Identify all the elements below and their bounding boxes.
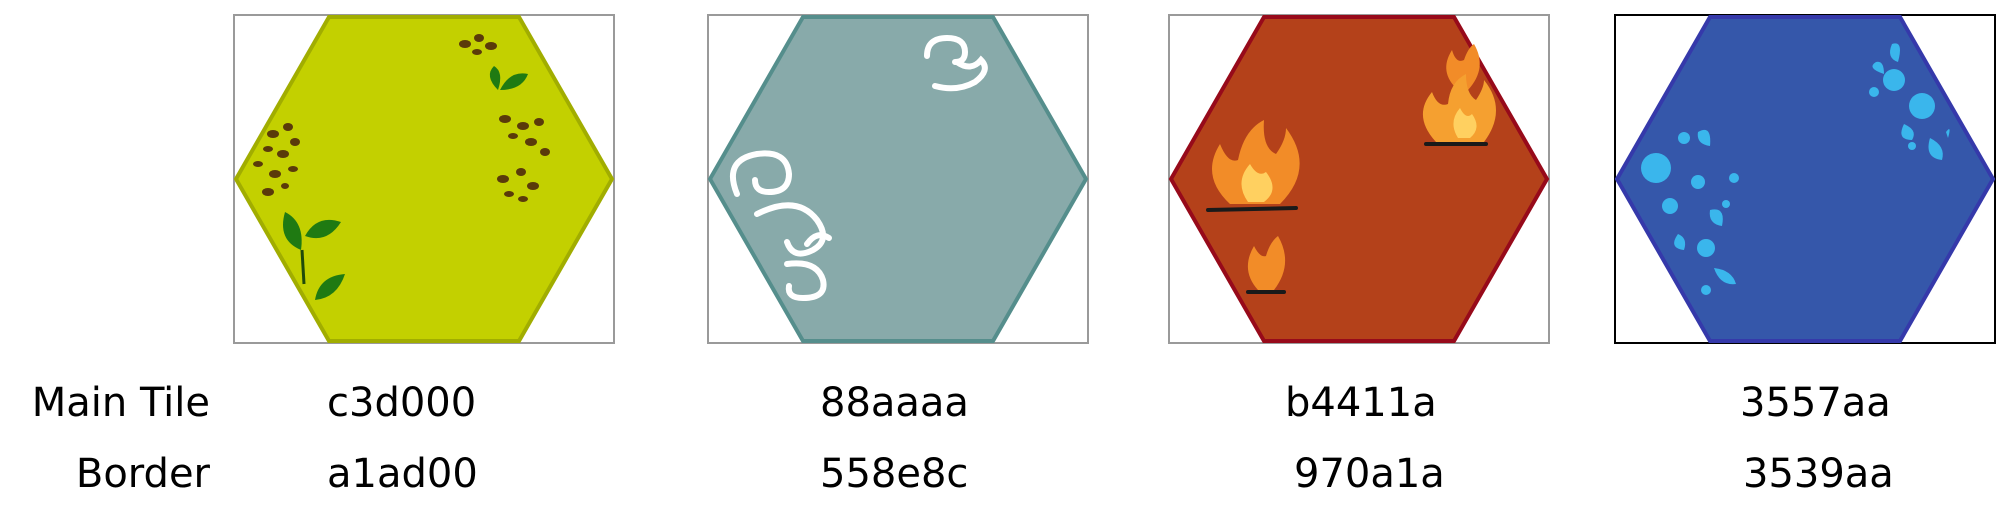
earth-hexagon — [233, 15, 615, 343]
wind-swirl-icon — [730, 34, 988, 302]
fire-border-code: 970a1a — [1294, 451, 1445, 497]
air-tile — [707, 14, 1089, 344]
dirt-clump-icon — [253, 34, 550, 202]
water-tile-graphic — [1614, 14, 1996, 344]
air-hexagon — [707, 15, 1089, 343]
air-border-code: 558e8c — [820, 451, 969, 497]
water-tile — [1614, 14, 1996, 344]
main-tile-row-label: Main Tile — [31, 380, 210, 426]
flame-icon — [1206, 44, 1496, 294]
air-tile-graphic — [707, 14, 1089, 344]
water-hexagon — [1614, 15, 1996, 343]
earth-tile-graphic — [233, 14, 615, 344]
water-droplet-icon — [1641, 43, 1950, 295]
fire-tile-graphic — [1168, 14, 1550, 344]
border-row-label: Border — [75, 451, 210, 497]
earth-tile — [233, 14, 615, 344]
water-border-code: 3539aa — [1743, 451, 1894, 497]
air-main-code: 88aaaa — [820, 380, 969, 426]
earth-main-code: c3d000 — [327, 380, 477, 426]
fire-main-code: b4411a — [1285, 380, 1437, 426]
earth-border-code: a1ad00 — [327, 451, 478, 497]
water-main-code: 3557aa — [1740, 380, 1891, 426]
sprout-icon — [283, 66, 528, 300]
fire-tile — [1168, 14, 1550, 344]
